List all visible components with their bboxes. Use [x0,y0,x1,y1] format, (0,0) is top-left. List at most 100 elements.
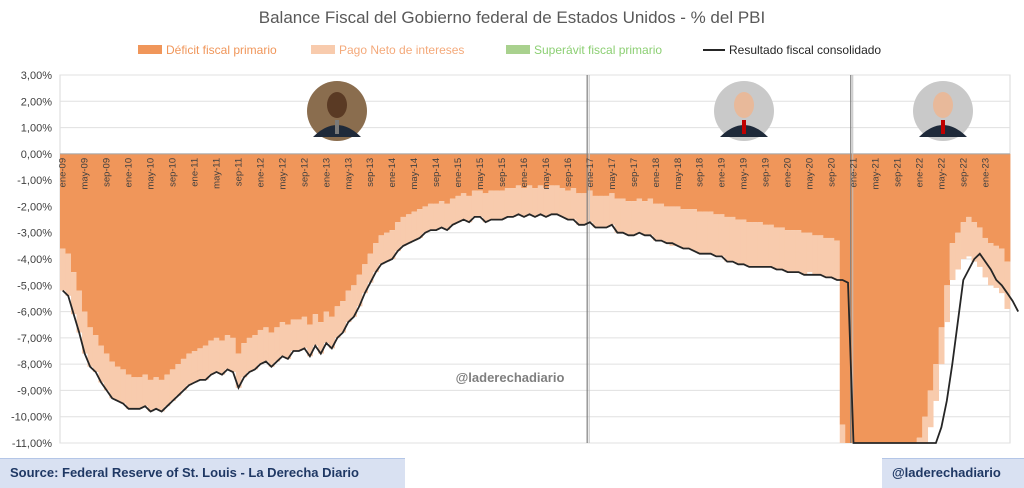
bar-interest [927,390,934,428]
x-tick-label: sep-17 [629,158,640,187]
bar-deficit [620,153,627,199]
bar-deficit [812,153,819,236]
bar-deficit [559,153,566,189]
y-axis-ticks: 3,00% 2,00% 1,00% 0,00% -1,00% -2,00% -3,00% -4… [11,70,52,450]
x-tick-label: may-21 [870,158,881,190]
bar-interest [367,253,374,283]
handle-text: @laderechadiario [892,465,1001,480]
bar-deficit [191,153,198,351]
chart-svg: Déficit fiscal primario Pago Neto de inte… [11,43,1019,450]
bar-interest [186,353,193,386]
bar-deficit [988,153,994,244]
bar-interest [960,222,967,259]
bar-interest [993,245,1000,288]
bar-interest [466,195,473,223]
legend-label: Déficit fiscal primario [166,43,277,57]
bar-interest [444,203,451,231]
bar-interest [493,190,500,220]
bar-interest [784,230,791,273]
bar-deficit [109,153,116,362]
bar-interest [312,314,319,346]
bar-deficit [433,153,440,204]
bar-interest [323,311,330,344]
bar-interest [208,340,215,375]
bar-deficit [834,153,841,241]
bar-interest [131,377,138,409]
bar-interest [647,198,654,236]
bar-deficit [548,153,555,186]
bar-deficit [92,153,99,336]
bar-interest [768,224,775,267]
bar-interest [603,195,610,228]
bar-interest [263,327,270,362]
bar-interest [658,203,665,241]
obama-portrait [307,81,367,141]
bar-deficit [504,153,511,189]
bar-interest [120,369,127,404]
bar-interest [60,248,66,291]
bar-interest [340,301,346,333]
bar-interest [114,366,121,401]
bar-deficit [686,153,692,210]
x-tick-label: sep-16 [563,158,574,187]
bar-deficit [680,153,687,210]
bar-interest [202,345,209,380]
bar-interest [839,424,846,443]
bar-deficit [279,153,286,323]
bar-interest [81,311,88,354]
bar-deficit [521,153,528,189]
bar-interest [543,188,550,217]
bar-deficit [982,153,989,238]
bar-interest [230,337,237,373]
bar-interest [158,379,165,412]
bar-deficit [614,153,621,199]
portrait-face [933,92,953,118]
bar-deficit [378,153,385,236]
bar-deficit [900,153,907,443]
bar-interest [362,264,368,294]
bar-deficit [411,153,418,212]
bar-deficit [664,153,670,207]
bar-interest [625,201,632,236]
bar-interest [982,237,989,278]
bar-deficit [76,153,83,291]
bar-interest [702,211,709,254]
bar-interest [427,203,434,231]
x-tick-label: sep-18 [695,158,706,187]
bar-interest [707,211,714,254]
bar-deficit [60,153,66,249]
bar-interest [219,340,226,375]
bar-interest [971,222,978,262]
bar-deficit [180,153,187,359]
bar-interest [307,324,314,357]
trump-portrait [714,81,774,141]
bar-deficit [894,153,901,443]
bar-deficit [153,153,160,378]
x-tick-label: sep-14 [431,158,442,187]
bar-interest [631,201,637,236]
bar-interest [696,211,703,254]
bar-deficit [609,153,616,194]
x-tick-label: ene-19 [717,158,728,188]
bar-deficit [916,153,923,438]
y-tick-label: -10,00% [11,412,52,424]
bar-interest [169,369,176,401]
legend-swatch [506,45,530,54]
bar-deficit [268,153,275,333]
y-tick-label: -8,00% [17,359,52,371]
bar-deficit [653,153,659,204]
bar-deficit [202,153,209,346]
bar-interest [1004,261,1011,309]
bar-interest [724,216,731,262]
bar-deficit [147,153,154,380]
bar-deficit [927,153,934,391]
source-text: Source: Federal Reserve of St. Louis - L… [10,465,359,480]
bar-deficit [389,153,396,231]
bar-deficit [98,153,105,346]
legend-swatch [311,45,335,54]
x-tick-label: sep-10 [168,158,179,187]
bar-deficit [839,153,846,425]
bar-deficit [647,153,654,199]
bar-interest [801,232,808,275]
bar-deficit [603,153,610,196]
